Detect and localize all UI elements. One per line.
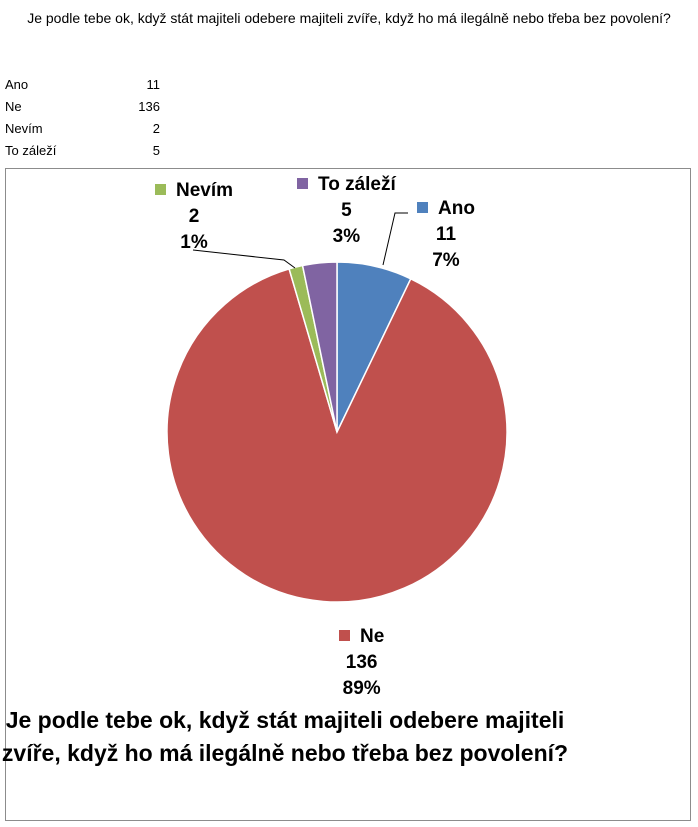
table-row: Nevím 2 — [5, 118, 160, 140]
question-text: Je podle tebe ok, když stát majiteli ode… — [27, 10, 671, 26]
leader-line-ano — [382, 212, 408, 266]
table-row: Ne 136 — [5, 96, 160, 118]
table-label: Ano — [5, 77, 29, 92]
label-category: Nevím — [176, 180, 233, 201]
table-value: 2 — [152, 121, 160, 136]
label-category: To záleží — [318, 174, 396, 195]
legend-swatch-ano — [417, 202, 428, 213]
legend-swatch-to-zalezi — [297, 178, 308, 189]
pie-slice-to-zalezi — [301, 261, 338, 433]
label-percent: 1% — [180, 232, 208, 253]
data-label-to-zalezi: To záleží 5 3% — [297, 174, 396, 247]
table-label: To záleží — [5, 143, 57, 158]
table-value: 5 — [152, 143, 160, 158]
leader-line-nevim — [192, 249, 296, 269]
data-label-ano: Ano 11 7% — [417, 198, 475, 271]
label-percent: 89% — [343, 678, 381, 699]
table-label: Nevím — [5, 121, 43, 136]
table-row: Ano 11 — [5, 74, 160, 96]
data-label-ne: Ne 136 89% — [339, 626, 384, 699]
label-percent: 7% — [432, 250, 460, 271]
label-value: 11 — [436, 224, 457, 245]
legend-swatch-nevim — [155, 184, 166, 195]
table-value: 11 — [146, 77, 161, 92]
label-category: Ano — [438, 198, 475, 219]
label-percent: 3% — [333, 226, 361, 247]
chart-frame — [5, 168, 691, 821]
table-value: 136 — [138, 99, 160, 114]
label-value: 5 — [341, 200, 352, 221]
table-row: To záleží 5 — [5, 140, 160, 162]
pie-slice-ne — [166, 267, 508, 603]
chart-title: Je podle tebe ok, když stát majiteli ode… — [1, 707, 569, 766]
legend-swatch-ne — [339, 630, 350, 641]
label-category: Ne — [360, 626, 384, 647]
label-value: 2 — [189, 206, 200, 227]
label-value: 136 — [346, 652, 378, 673]
data-table: Ano 11 Ne 136 Nevím 2 To záleží 5 — [5, 74, 160, 162]
data-label-nevim: Nevím 2 1% — [155, 180, 233, 253]
table-label: Ne — [5, 99, 22, 114]
